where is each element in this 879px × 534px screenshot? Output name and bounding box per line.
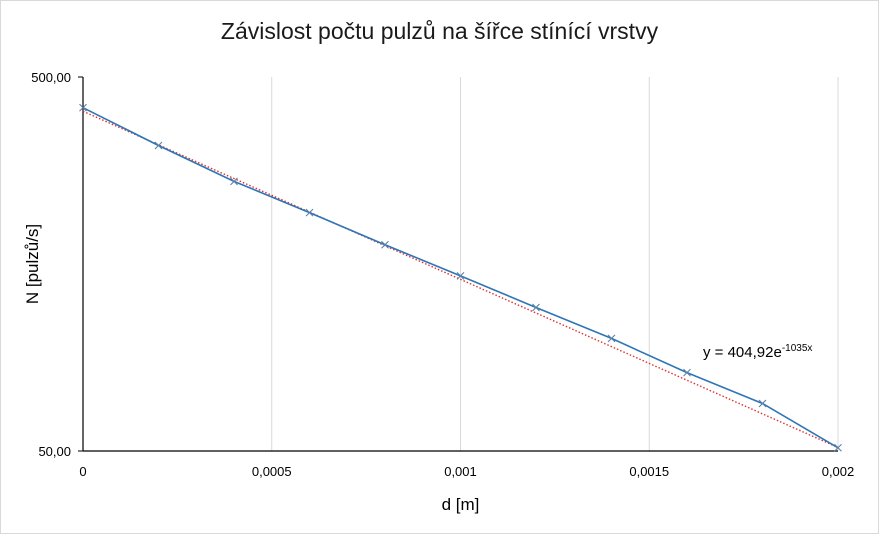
trendline-group — [82, 110, 839, 449]
data-point — [456, 271, 465, 280]
x-tick-label: 0,0015 — [629, 464, 669, 479]
y-axis-label: N [pulzů/s] — [23, 224, 42, 304]
data-point — [758, 399, 767, 408]
data-point — [381, 240, 389, 249]
trendline-equation-exponent: -1035x — [782, 343, 813, 354]
data-point — [683, 368, 691, 377]
x-tick-label: 0 — [79, 464, 86, 479]
trendline-equation-base: y = 404,92e — [703, 344, 782, 361]
data-point — [305, 208, 314, 217]
chart-title: Závislost počtu pulzů na šířce stínící v… — [220, 18, 659, 44]
y-tick-label: 500,00 — [31, 70, 71, 85]
grid-lines — [271, 77, 839, 451]
data-point — [230, 177, 238, 186]
x-tick-label: 0,002 — [822, 464, 855, 479]
data-point — [154, 141, 163, 150]
x-tick-label: 0,0005 — [252, 464, 292, 479]
series-group — [79, 103, 842, 452]
data-point — [79, 103, 87, 112]
trendline — [82, 110, 839, 449]
tick-labels: 0 0,0005 0,001 0,0015 0,002 50,00 500,00 — [31, 70, 854, 479]
y-tick-label: 50,00 — [38, 444, 71, 459]
trendline-equation: y = 404,92e-1035x — [703, 343, 812, 361]
axes — [78, 76, 838, 452]
data-point — [607, 334, 616, 343]
data-point — [834, 443, 842, 452]
data-point — [532, 303, 540, 312]
x-axis-label: d [m] — [442, 495, 480, 514]
x-tick-label: 0,001 — [444, 464, 477, 479]
